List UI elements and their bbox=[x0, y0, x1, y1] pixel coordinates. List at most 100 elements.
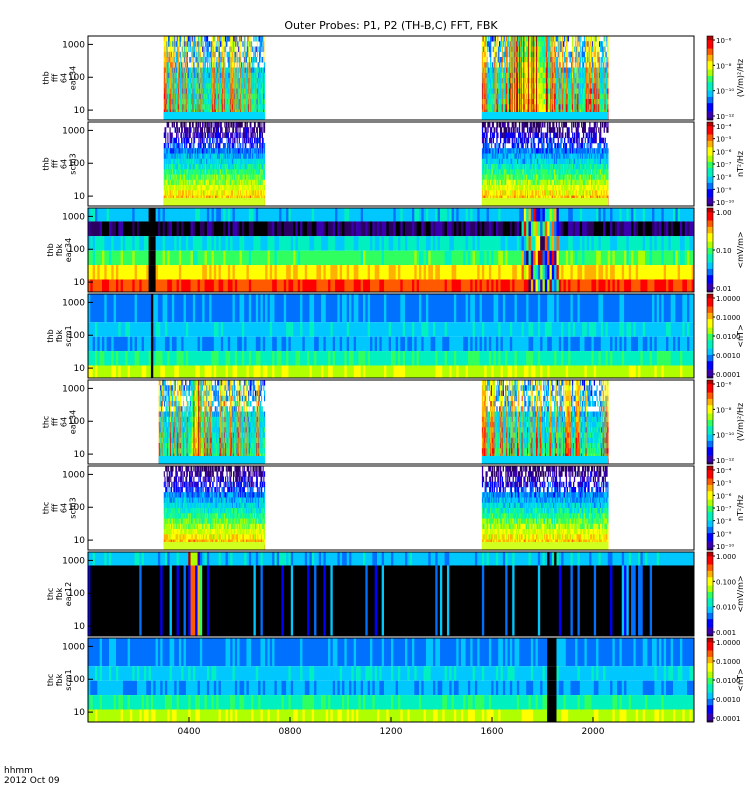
spectrogram-cell bbox=[533, 93, 535, 100]
spectrogram-cell bbox=[185, 72, 187, 79]
spectrogram-cell bbox=[191, 185, 193, 191]
spectrogram-cell bbox=[508, 41, 510, 47]
spectrogram-cell bbox=[194, 93, 196, 100]
spectrogram-cell bbox=[253, 36, 255, 42]
spectrogram-cell bbox=[214, 72, 217, 79]
spectrogram-cell bbox=[512, 57, 514, 63]
spectrogram-cell bbox=[545, 41, 548, 47]
spectrogram-cell bbox=[206, 36, 208, 42]
spectrogram-cell bbox=[492, 93, 495, 100]
spectrogram-cell bbox=[194, 169, 196, 175]
spectrogram-cell bbox=[496, 36, 498, 42]
spectrogram-cell bbox=[593, 104, 596, 110]
spectrogram-cell bbox=[207, 99, 209, 105]
spectrogram-cell bbox=[224, 36, 226, 42]
spectrogram-cell bbox=[483, 72, 486, 79]
colorbar-cell bbox=[707, 90, 713, 93]
spectrogram-cell bbox=[509, 78, 512, 84]
spectrogram-cell bbox=[537, 104, 540, 110]
spectrogram-cell bbox=[224, 51, 226, 58]
spectrogram-cell bbox=[179, 179, 181, 186]
spectrogram-cell bbox=[518, 83, 521, 89]
spectrogram-cell bbox=[594, 36, 596, 42]
spectrogram-cell bbox=[575, 67, 577, 74]
spectrogram-cell bbox=[209, 169, 212, 175]
spectrogram-cell bbox=[589, 62, 591, 68]
spectrogram-cell bbox=[245, 51, 247, 58]
spectrogram-cell bbox=[223, 72, 225, 79]
spectrogram-cell bbox=[492, 46, 495, 53]
spectrogram-cell bbox=[191, 99, 193, 105]
spectrogram-cell bbox=[248, 67, 250, 74]
spectrogram-cell bbox=[215, 83, 217, 89]
spectrogram-cell bbox=[536, 78, 539, 84]
spectrogram-cell bbox=[539, 78, 541, 84]
spectrogram-cell bbox=[519, 41, 522, 47]
spectrogram-cell bbox=[261, 67, 263, 74]
spectrogram-cell bbox=[256, 93, 258, 100]
spectrogram-cell bbox=[526, 99, 529, 105]
spectrogram-cell bbox=[189, 67, 191, 74]
spectrogram-cell bbox=[194, 158, 196, 165]
spectrogram-cell bbox=[539, 83, 541, 89]
spectrogram-cell bbox=[209, 153, 211, 160]
spectrogram-cell bbox=[487, 93, 489, 100]
spectrogram-cell bbox=[545, 93, 547, 100]
spectrogram-cell bbox=[604, 78, 606, 84]
spectrogram-cell bbox=[264, 99, 266, 105]
spectrogram-cell bbox=[503, 57, 505, 63]
spectrogram-cell bbox=[201, 88, 204, 95]
spectrogram-cell bbox=[200, 143, 202, 149]
spectrogram-cell bbox=[591, 78, 593, 84]
spectrogram-cell bbox=[216, 104, 218, 110]
spectrogram-cell bbox=[212, 78, 214, 84]
spectrogram-cell bbox=[567, 104, 569, 110]
spectrogram-cell bbox=[496, 93, 498, 100]
spectrogram-cell bbox=[505, 72, 507, 79]
spectrogram-cell bbox=[537, 78, 540, 84]
spectrogram-cell bbox=[245, 57, 247, 63]
spectrogram-cell bbox=[163, 88, 165, 95]
spectrogram-cell bbox=[212, 46, 214, 53]
spectrogram-cell bbox=[591, 67, 593, 74]
spectrogram-cell bbox=[526, 36, 528, 42]
spectrogram-cell bbox=[235, 99, 237, 105]
spectrogram-cell bbox=[593, 57, 596, 63]
spectrogram-cell bbox=[165, 93, 167, 100]
spectrogram-cell bbox=[199, 158, 201, 165]
spectrogram-cell bbox=[261, 78, 263, 84]
spectrogram-cell bbox=[225, 46, 227, 53]
spectrogram-cell bbox=[585, 67, 587, 74]
spectrogram-cell bbox=[189, 88, 191, 95]
spectrogram-cell bbox=[205, 169, 207, 175]
spectrogram-cell bbox=[570, 67, 572, 74]
spectrogram-cell bbox=[181, 179, 183, 186]
spectrogram-cell bbox=[212, 93, 214, 100]
spectrogram-cell bbox=[227, 57, 229, 63]
spectrogram-cell bbox=[192, 88, 194, 95]
spectrogram-cell bbox=[173, 88, 175, 95]
spectrogram-cell bbox=[196, 88, 198, 95]
spectrogram-cell bbox=[546, 93, 549, 100]
spectrogram-cell bbox=[571, 51, 573, 58]
spectrogram-cell bbox=[173, 88, 175, 95]
spectrogram-cell bbox=[502, 83, 504, 89]
spectrogram-cell bbox=[522, 41, 524, 47]
spectrogram-cell bbox=[256, 51, 258, 58]
spectrogram-cell bbox=[233, 57, 235, 63]
spectrogram-cell bbox=[168, 148, 170, 154]
colorbar-cell bbox=[707, 103, 713, 106]
spectrogram-cell bbox=[232, 83, 234, 89]
spectrogram-cell bbox=[580, 93, 582, 100]
spectrogram-cell bbox=[222, 78, 225, 84]
spectrogram-cell bbox=[532, 36, 534, 42]
spectrogram-cell bbox=[228, 51, 230, 58]
spectrogram-cell bbox=[591, 83, 594, 89]
spectrogram-cell bbox=[194, 127, 196, 133]
spectrogram-cell bbox=[571, 83, 573, 89]
spectrogram-cell bbox=[231, 67, 233, 74]
spectrogram-cell bbox=[222, 67, 225, 74]
spectrogram-cell bbox=[203, 88, 205, 95]
spectrogram-cell bbox=[493, 78, 495, 84]
